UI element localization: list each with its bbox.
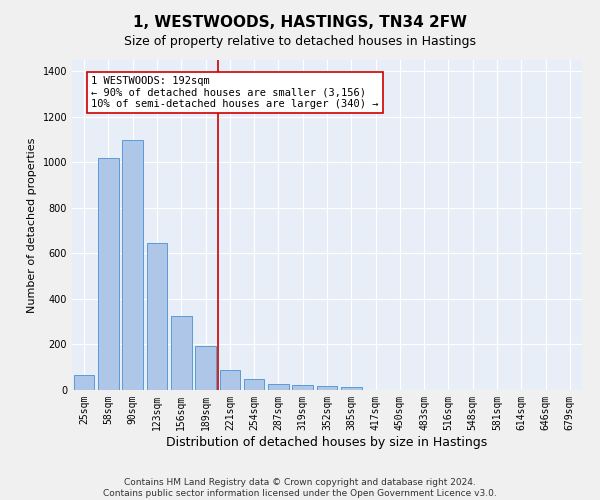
Text: 1, WESTWOODS, HASTINGS, TN34 2FW: 1, WESTWOODS, HASTINGS, TN34 2FW xyxy=(133,15,467,30)
Y-axis label: Number of detached properties: Number of detached properties xyxy=(27,138,37,312)
Bar xyxy=(292,386,313,390)
Bar xyxy=(220,370,240,390)
Bar xyxy=(341,387,362,390)
Text: Contains HM Land Registry data © Crown copyright and database right 2024.
Contai: Contains HM Land Registry data © Crown c… xyxy=(103,478,497,498)
Bar xyxy=(268,384,289,390)
Text: 1 WESTWOODS: 192sqm
← 90% of detached houses are smaller (3,156)
10% of semi-det: 1 WESTWOODS: 192sqm ← 90% of detached ho… xyxy=(91,76,379,109)
Bar xyxy=(98,158,119,390)
Bar xyxy=(244,378,265,390)
X-axis label: Distribution of detached houses by size in Hastings: Distribution of detached houses by size … xyxy=(166,436,488,448)
Bar xyxy=(146,242,167,390)
Bar xyxy=(171,316,191,390)
Text: Size of property relative to detached houses in Hastings: Size of property relative to detached ho… xyxy=(124,35,476,48)
Bar xyxy=(317,386,337,390)
Bar xyxy=(195,346,216,390)
Bar xyxy=(122,140,143,390)
Bar xyxy=(74,375,94,390)
